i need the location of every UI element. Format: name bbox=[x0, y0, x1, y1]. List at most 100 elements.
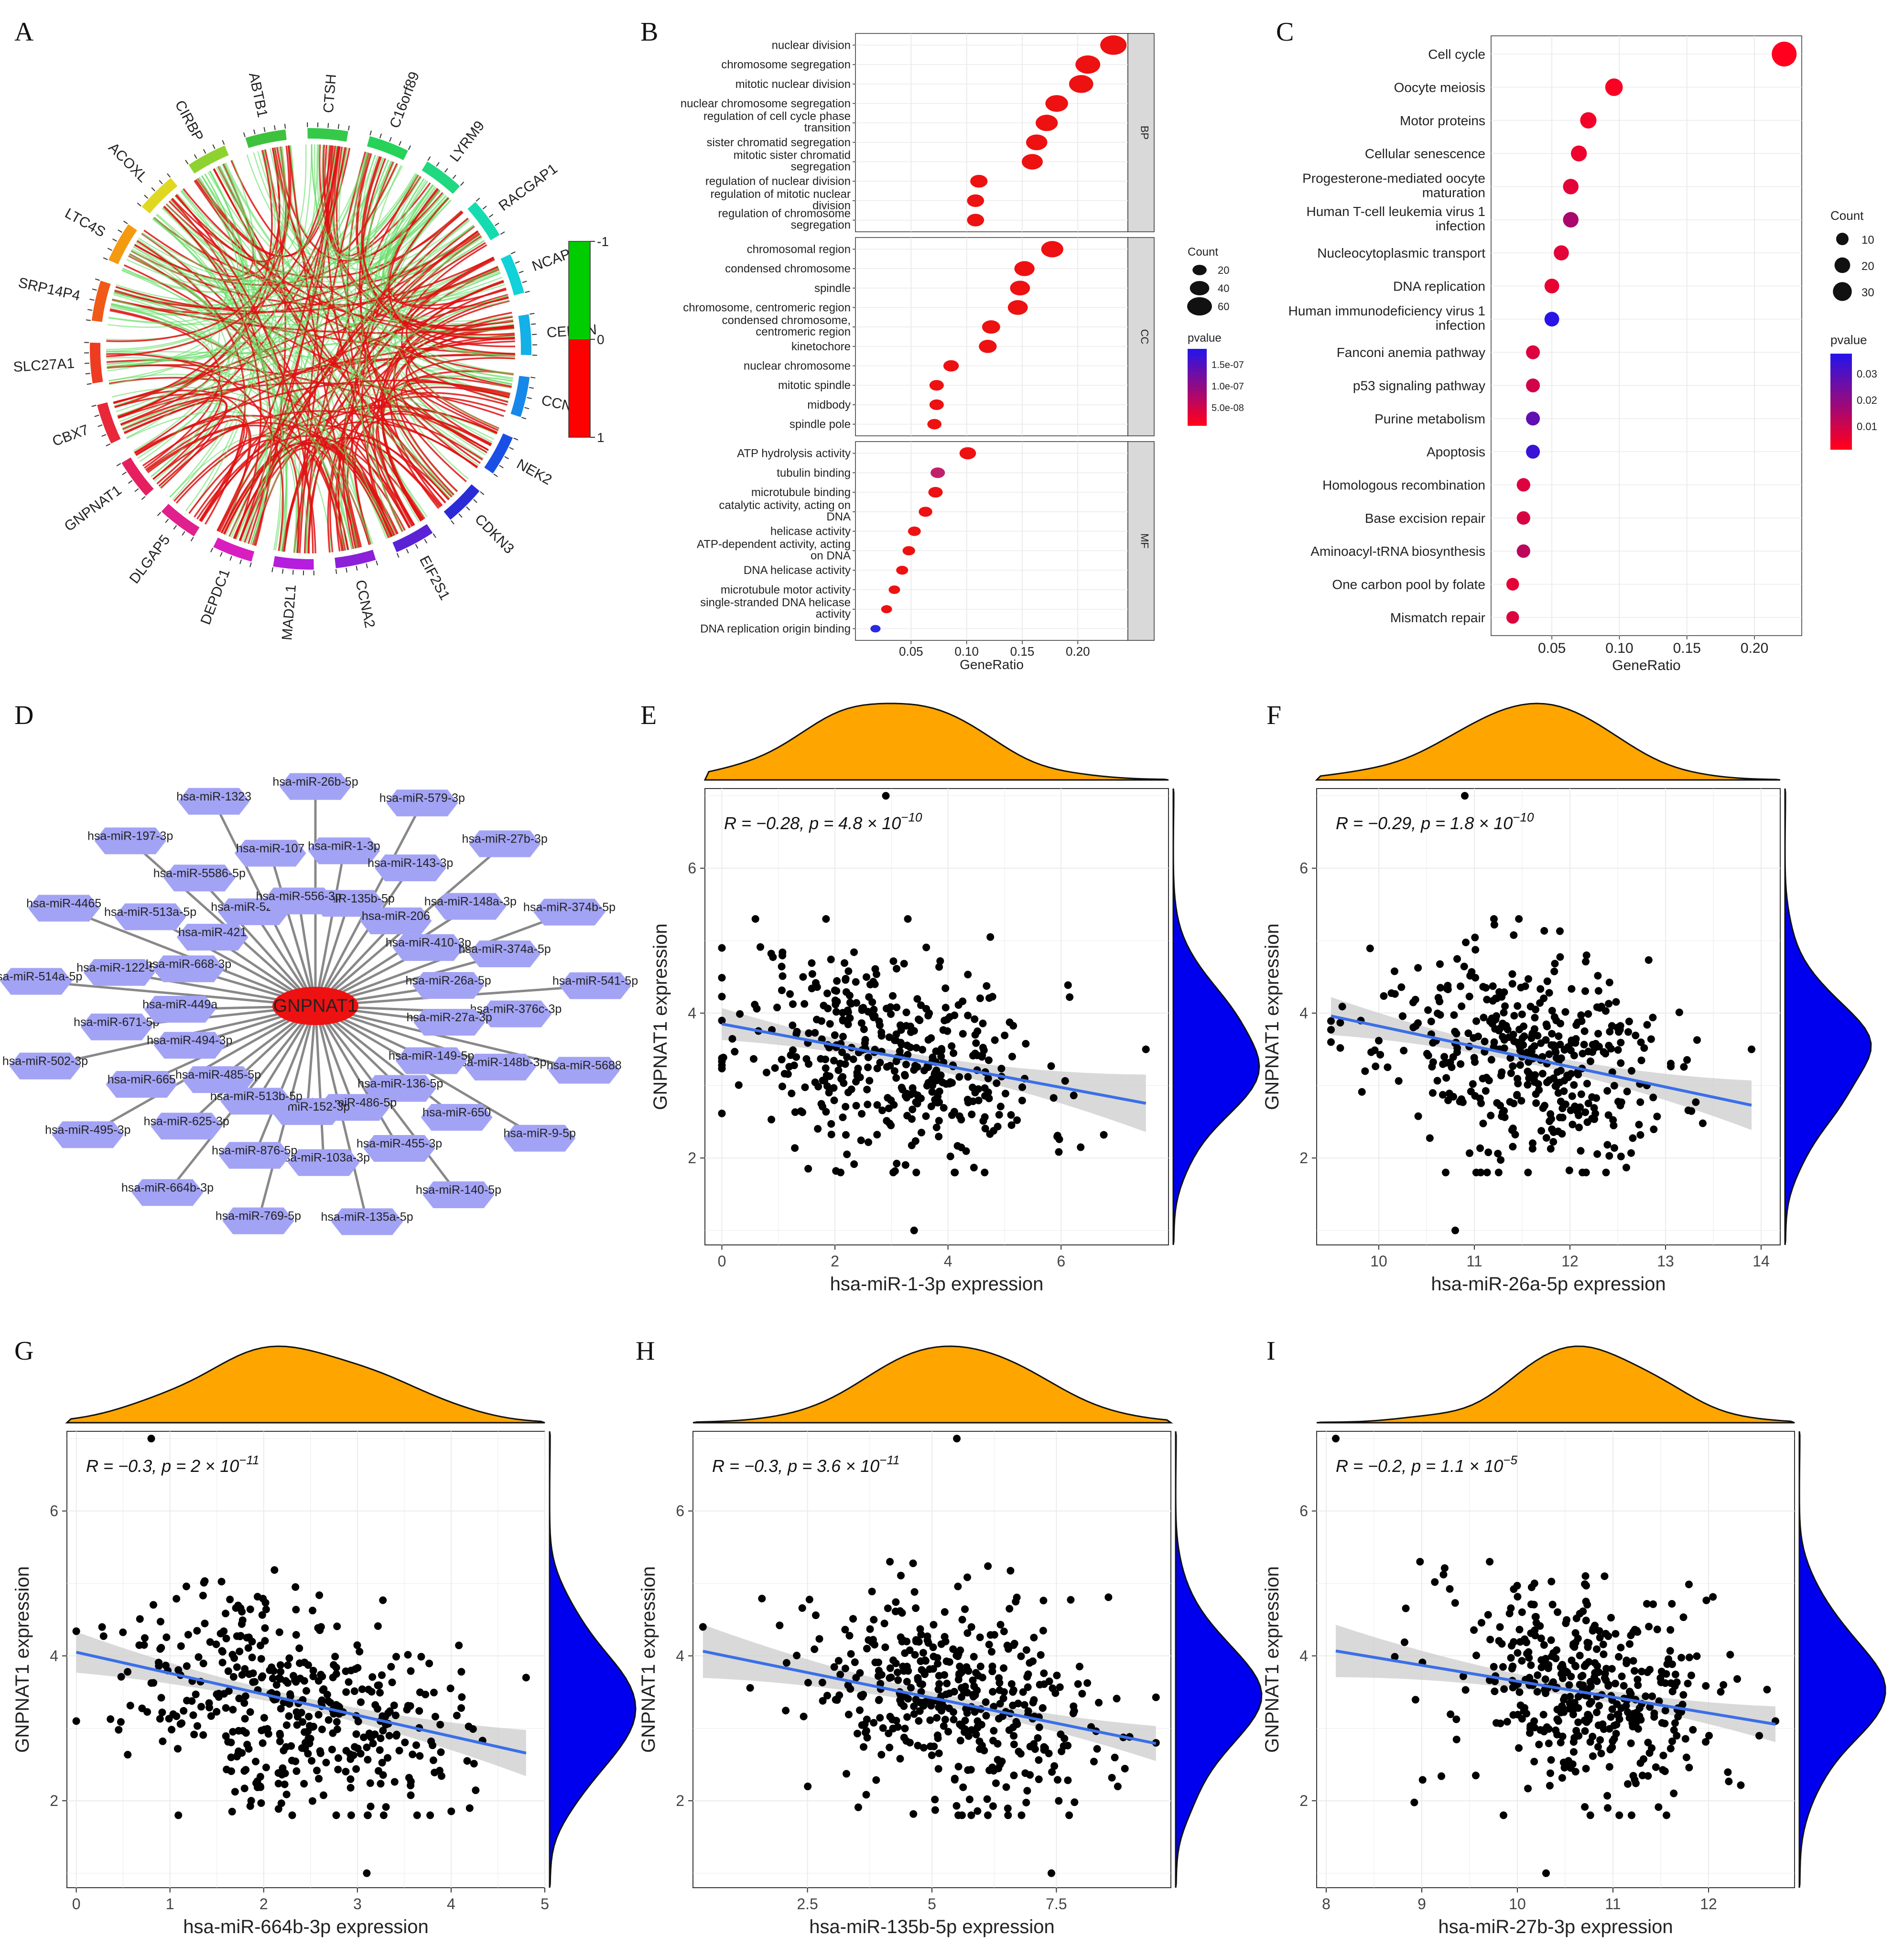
kegg-dot bbox=[1526, 345, 1540, 359]
scatter-point bbox=[846, 1685, 855, 1693]
scatter-point bbox=[195, 1653, 203, 1661]
scatter-point bbox=[282, 1721, 291, 1729]
scatter-point bbox=[276, 1661, 284, 1669]
scatter-point bbox=[1121, 1764, 1129, 1773]
scatter-point bbox=[995, 1686, 1004, 1694]
facet-strip-label: MF bbox=[1139, 533, 1151, 549]
scatter-point bbox=[842, 974, 850, 983]
scatter-point bbox=[892, 964, 900, 973]
scatter-point bbox=[1444, 1096, 1452, 1104]
chord-tick bbox=[424, 539, 428, 544]
scatter-point bbox=[330, 1710, 338, 1718]
scatter-point bbox=[1409, 998, 1417, 1006]
y-tick-label: 2 bbox=[688, 1149, 696, 1167]
chord-ribbon bbox=[117, 239, 220, 417]
scatter-point bbox=[894, 1676, 902, 1684]
scatter-point bbox=[910, 1710, 918, 1718]
scatter-point bbox=[230, 1654, 238, 1662]
chord-ribbon bbox=[142, 294, 508, 467]
go-term-label: kinetochore bbox=[791, 340, 851, 353]
scatter-point bbox=[1327, 1017, 1335, 1025]
scatter-point bbox=[979, 1019, 987, 1027]
chord-arc bbox=[392, 524, 433, 552]
scatter-point bbox=[1459, 1672, 1467, 1680]
scatter-point bbox=[1071, 1798, 1079, 1806]
scatter-point bbox=[1553, 1730, 1561, 1739]
y-tick-label: 2 bbox=[676, 1792, 684, 1809]
kegg-term-label: Fanconi anemia pathway bbox=[1337, 345, 1485, 360]
scatter-point bbox=[333, 1725, 341, 1733]
panel-label-h: H bbox=[636, 1336, 655, 1366]
mirna-node bbox=[131, 1179, 204, 1206]
facet-panel bbox=[855, 237, 1128, 436]
go-term-label: segregation bbox=[791, 219, 851, 232]
scatter-point bbox=[1006, 1567, 1015, 1575]
scatter-point bbox=[463, 1757, 471, 1765]
scatter-point bbox=[1384, 1063, 1392, 1071]
scatter-point bbox=[377, 1734, 385, 1742]
scatter-point bbox=[1514, 1593, 1522, 1601]
scatter-point bbox=[767, 950, 775, 958]
x-axis-title: hsa-miR-26a-5p expression bbox=[1431, 1274, 1666, 1295]
scatter-point bbox=[352, 1730, 360, 1738]
chord-ribbon bbox=[113, 207, 227, 310]
scatter-point bbox=[1479, 1119, 1487, 1127]
scatter-point bbox=[930, 1742, 938, 1751]
scatter-point bbox=[285, 1700, 293, 1708]
scatter-point bbox=[277, 1705, 285, 1713]
scatter-point bbox=[1661, 1719, 1669, 1728]
chord-arc bbox=[335, 550, 376, 568]
scatter-point bbox=[1644, 1772, 1652, 1780]
regression-line bbox=[1331, 1015, 1752, 1107]
scatter-point bbox=[860, 1743, 868, 1751]
go-dot bbox=[1010, 281, 1030, 296]
scatter-point bbox=[350, 1687, 358, 1695]
scatter-point bbox=[119, 1628, 127, 1636]
scatter-point bbox=[1423, 1049, 1431, 1058]
scatter-point bbox=[276, 1675, 284, 1683]
scatter-point bbox=[1400, 1047, 1408, 1055]
scatter-point bbox=[1635, 1704, 1644, 1712]
scatter-point bbox=[793, 1652, 801, 1660]
scatter-point bbox=[1667, 1679, 1675, 1687]
scatter-point bbox=[1653, 1113, 1661, 1121]
scatter-point bbox=[778, 1056, 786, 1064]
scatter-point bbox=[1632, 1779, 1640, 1787]
chord-ribbon bbox=[118, 147, 347, 418]
chord-ribbon bbox=[141, 146, 338, 276]
chord-ribbon bbox=[228, 230, 478, 537]
legend-pvalue-label: 0.03 bbox=[1857, 368, 1877, 380]
x-tick-label: 2 bbox=[260, 1895, 268, 1913]
scatter-point bbox=[851, 1658, 859, 1666]
mirna-node bbox=[363, 1135, 435, 1162]
scatter-point bbox=[751, 915, 759, 923]
scatter-point bbox=[993, 1079, 1001, 1087]
scatter-point bbox=[457, 1668, 465, 1676]
scatter-point bbox=[1477, 1619, 1485, 1627]
scatter-point bbox=[258, 1611, 266, 1619]
scatter-point bbox=[845, 1632, 854, 1640]
scatter-point bbox=[833, 977, 841, 985]
scatter-point bbox=[1629, 1134, 1637, 1142]
kegg-dot bbox=[1544, 279, 1559, 293]
scatter-point bbox=[222, 1634, 230, 1643]
scatter-point bbox=[1067, 1596, 1075, 1604]
scatter-point bbox=[1439, 1091, 1447, 1099]
scatter-point bbox=[1557, 1054, 1565, 1062]
scatter-point bbox=[1007, 1111, 1015, 1119]
y-axis-title: GNPNAT1 expression bbox=[1262, 923, 1283, 1110]
chord-ribbon bbox=[175, 194, 314, 553]
scatter-point bbox=[150, 1679, 158, 1687]
scatter-point bbox=[1614, 1046, 1622, 1054]
panel-label-a: A bbox=[14, 17, 34, 47]
scatter-point bbox=[1560, 1087, 1568, 1095]
scatter-point bbox=[1496, 1102, 1504, 1110]
scatter-point bbox=[367, 1802, 375, 1810]
scatter-point bbox=[1577, 1090, 1585, 1098]
mirna-node bbox=[106, 1071, 178, 1098]
chord-ribbon bbox=[136, 240, 246, 525]
scatter-point bbox=[718, 1016, 726, 1025]
scatter-point bbox=[914, 1015, 922, 1023]
scatter-point bbox=[959, 997, 967, 1005]
scatter-point bbox=[309, 1666, 317, 1675]
